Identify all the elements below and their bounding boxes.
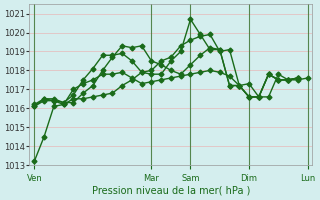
- X-axis label: Pression niveau de la mer( hPa ): Pression niveau de la mer( hPa ): [92, 186, 250, 196]
